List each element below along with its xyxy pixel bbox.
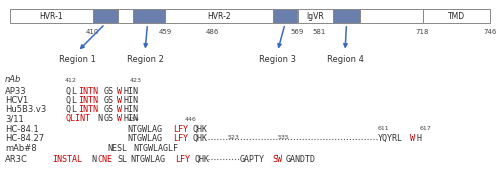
Text: W: W	[116, 87, 121, 95]
Text: INSTAL: INSTAL	[52, 155, 82, 164]
Bar	[118, 9, 132, 23]
Text: N: N	[91, 155, 96, 164]
Text: nAb: nAb	[5, 75, 21, 84]
Text: W: W	[116, 96, 121, 105]
Text: Q: Q	[65, 87, 70, 95]
Text: GS: GS	[104, 105, 114, 114]
Text: INTN: INTN	[78, 96, 98, 105]
Bar	[132, 9, 165, 23]
Text: YQYRL: YQYRL	[378, 135, 402, 143]
Text: SW: SW	[272, 155, 282, 164]
Text: Q: Q	[65, 96, 70, 105]
Text: Region 3: Region 3	[259, 55, 296, 64]
Text: 617: 617	[420, 126, 432, 131]
Text: GANDTD: GANDTD	[285, 155, 315, 164]
Text: 581: 581	[312, 29, 326, 35]
Text: AP33: AP33	[5, 87, 26, 95]
Text: QHK: QHK	[194, 155, 210, 164]
Text: HIN: HIN	[123, 87, 138, 95]
Text: SL: SL	[117, 155, 127, 164]
Text: H: H	[416, 135, 421, 143]
Text: NTGWLAGLF: NTGWLAGLF	[134, 144, 178, 153]
Text: LFY: LFY	[175, 155, 190, 164]
Text: 569: 569	[291, 29, 304, 35]
Text: NTGWLAG: NTGWLAG	[128, 135, 162, 143]
Text: W: W	[410, 135, 415, 143]
Text: HIN: HIN	[123, 96, 138, 105]
Text: NESL: NESL	[108, 144, 128, 153]
Text: INTN: INTN	[78, 87, 98, 95]
Text: Region 1: Region 1	[59, 55, 96, 64]
Text: GAPTY: GAPTY	[240, 155, 265, 164]
Text: L: L	[72, 105, 76, 114]
Bar	[165, 9, 272, 23]
Text: HVR-2: HVR-2	[207, 12, 231, 21]
Text: IgVR: IgVR	[306, 12, 324, 21]
Bar	[360, 9, 422, 23]
Text: HC-84.1: HC-84.1	[5, 125, 39, 134]
Bar	[92, 9, 118, 23]
Text: HCV1: HCV1	[5, 96, 28, 105]
Text: 410: 410	[86, 29, 99, 35]
Bar	[272, 9, 297, 23]
Text: NTGWLAG: NTGWLAG	[130, 155, 165, 164]
Text: AR3C: AR3C	[5, 155, 28, 164]
Bar	[332, 9, 360, 23]
Text: 434: 434	[128, 117, 140, 122]
Text: Hu5B3.v3: Hu5B3.v3	[5, 105, 46, 114]
Text: HIN: HIN	[123, 105, 138, 114]
Text: Q: Q	[65, 105, 70, 114]
Bar	[10, 9, 92, 23]
Text: NTGWLAG: NTGWLAG	[128, 125, 162, 134]
Text: 412: 412	[65, 78, 77, 83]
Text: W: W	[116, 105, 121, 114]
Text: mAb#8: mAb#8	[5, 144, 36, 153]
Text: GS: GS	[104, 114, 114, 123]
Bar	[422, 9, 490, 23]
Text: 446: 446	[185, 117, 197, 122]
Text: L: L	[72, 87, 76, 95]
Text: 746: 746	[484, 29, 496, 35]
Text: QLINT: QLINT	[65, 114, 90, 123]
Text: GS: GS	[104, 87, 114, 95]
Text: CNE: CNE	[98, 155, 112, 164]
Text: HVR-1: HVR-1	[40, 12, 63, 21]
Text: INTN: INTN	[78, 105, 98, 114]
Text: 523: 523	[228, 135, 239, 140]
Text: 3/11: 3/11	[5, 114, 24, 123]
Text: Region 4: Region 4	[326, 55, 364, 64]
Text: HIN: HIN	[123, 114, 138, 123]
Bar	[298, 9, 332, 23]
Text: 486: 486	[206, 29, 219, 35]
Text: Region 2: Region 2	[126, 55, 164, 64]
Text: TMD: TMD	[448, 12, 465, 21]
Text: 718: 718	[416, 29, 429, 35]
Text: LFY: LFY	[172, 125, 188, 134]
Text: W: W	[116, 114, 121, 123]
Text: GS: GS	[104, 96, 114, 105]
Text: 459: 459	[158, 29, 172, 35]
Text: 535: 535	[278, 135, 289, 140]
Text: QHK: QHK	[192, 135, 207, 143]
Text: N: N	[98, 114, 102, 123]
Text: LFY: LFY	[172, 135, 188, 143]
Text: L: L	[72, 96, 76, 105]
Text: HC-84.27: HC-84.27	[5, 135, 44, 143]
Text: QHK: QHK	[192, 125, 207, 134]
Text: 611: 611	[378, 126, 389, 131]
Text: 423: 423	[130, 78, 142, 83]
